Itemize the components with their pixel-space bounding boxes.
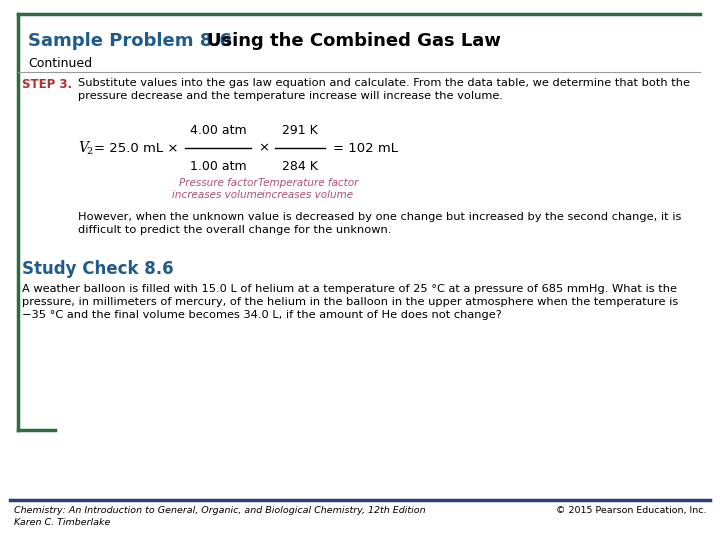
Text: = 25.0 mL ×: = 25.0 mL ×	[94, 141, 179, 154]
Text: 1.00 atm: 1.00 atm	[189, 160, 246, 173]
Text: increases volume: increases volume	[172, 190, 264, 200]
Text: Pressure factor: Pressure factor	[179, 178, 257, 188]
Text: © 2015 Pearson Education, Inc.: © 2015 Pearson Education, Inc.	[556, 506, 706, 515]
Text: However, when the unknown value is decreased by one change but increased by the : However, when the unknown value is decre…	[78, 212, 681, 235]
Text: increases volume: increases volume	[262, 190, 354, 200]
Text: 284 K: 284 K	[282, 160, 318, 173]
Text: STEP 3.: STEP 3.	[22, 78, 72, 91]
Text: Study Check 8.6: Study Check 8.6	[22, 260, 174, 278]
Text: A weather balloon is filled with 15.0 L of helium at a temperature of 25 °C at a: A weather balloon is filled with 15.0 L …	[22, 284, 678, 320]
Text: V: V	[78, 141, 88, 155]
Text: Using the Combined Gas Law: Using the Combined Gas Law	[207, 32, 501, 50]
Text: Continued: Continued	[28, 57, 92, 70]
Text: ×: ×	[258, 141, 269, 154]
Text: Temperature factor: Temperature factor	[258, 178, 358, 188]
Text: Sample Problem 8.6: Sample Problem 8.6	[28, 32, 238, 50]
Text: Chemistry: An Introduction to General, Organic, and Biological Chemistry, 12th E: Chemistry: An Introduction to General, O…	[14, 506, 426, 515]
Text: Karen C. Timberlake: Karen C. Timberlake	[14, 518, 110, 527]
Text: 2: 2	[86, 147, 92, 157]
Text: 4.00 atm: 4.00 atm	[189, 124, 246, 137]
Text: = 102 mL: = 102 mL	[333, 141, 398, 154]
Text: 291 K: 291 K	[282, 124, 318, 137]
Text: Substitute values into the gas law equation and calculate. From the data table, : Substitute values into the gas law equat…	[78, 78, 690, 101]
